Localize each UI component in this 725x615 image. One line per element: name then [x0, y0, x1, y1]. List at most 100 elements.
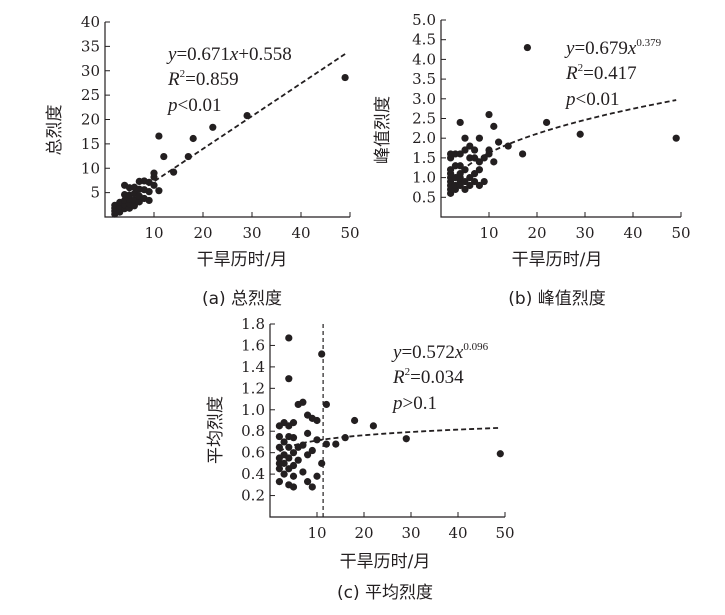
y-axis-label: 平均烈度: [206, 396, 226, 464]
y-tick-label: 2.0: [412, 129, 436, 147]
fit-equation: y=0.572x0.096: [391, 341, 489, 363]
y-tick-label: 3.0: [412, 90, 436, 108]
data-point: [318, 350, 326, 358]
data-point: [471, 154, 479, 162]
x-axis-label: 干旱历时/月: [197, 250, 288, 270]
y-tick-label: 1.0: [412, 169, 436, 187]
data-point: [275, 478, 283, 486]
x-tick-label: 10: [479, 224, 498, 242]
p-value: p<0.01: [564, 89, 619, 110]
y-tick-label: 0.5: [412, 188, 436, 206]
data-point: [402, 435, 410, 443]
data-point: [496, 450, 504, 458]
y-tick-label: 40: [81, 13, 100, 31]
x-axis-label: 干旱历时/月: [340, 552, 431, 572]
y-tick-label: 5: [90, 184, 100, 202]
y-axis-label: 总烈度: [45, 105, 65, 156]
fit-curve: [114, 53, 346, 209]
y-tick-label: 0.8: [241, 422, 265, 440]
x-tick-label: 50: [671, 224, 690, 242]
x-tick-label: 50: [495, 524, 514, 542]
x-tick-label: 20: [354, 524, 373, 542]
data-point: [313, 436, 321, 444]
data-point: [275, 432, 283, 441]
data-point: [285, 454, 293, 462]
y-tick-label: 4.0: [412, 50, 436, 68]
data-point: [461, 166, 469, 174]
data-point: [475, 134, 483, 142]
eq-y-symbol: y: [166, 44, 177, 65]
y-tick-label: 10: [81, 159, 100, 177]
panel-caption: (a) 总烈度: [202, 289, 282, 309]
y-tick-label: 0.6: [241, 444, 265, 462]
data-point: [480, 154, 488, 162]
data-point: [461, 134, 469, 142]
eq-coefficient: =0.671: [176, 44, 229, 65]
data-point: [543, 118, 551, 127]
p-value-number: <0.01: [576, 89, 620, 110]
data-point: [480, 177, 488, 186]
data-point: [485, 110, 493, 119]
x-tick-label: 40: [448, 524, 467, 542]
y-tick-label: 0.2: [241, 487, 265, 505]
data-point: [280, 459, 288, 467]
x-tick-label: 20: [527, 224, 546, 242]
data-point: [318, 459, 326, 467]
data-point: [289, 449, 298, 457]
data-point: [299, 398, 307, 406]
p-value-number: <0.01: [178, 95, 222, 116]
data-point: [351, 416, 359, 425]
panel-caption: (b) 峰值烈度: [508, 289, 605, 309]
y-tick-label: 0.4: [241, 465, 265, 483]
r2-symbol: R: [565, 63, 578, 84]
data-point: [504, 142, 512, 150]
y-tick-label: 20: [81, 111, 100, 129]
data-point: [322, 440, 330, 448]
x-tick-label: 50: [340, 224, 359, 242]
r2-symbol: R: [167, 69, 180, 90]
data-point: [466, 142, 474, 150]
chart-panel-c: 10 20 30 40 50 0.2 0.4 0.6 0.8 1.0 1.2 1.4 1.6 1.8 干旱历…: [206, 315, 515, 603]
data-point: [289, 472, 298, 480]
fit-curve: [278, 426, 501, 453]
r2-superscript: 2: [578, 62, 584, 74]
y-tick-label: 1.8: [241, 315, 265, 333]
data-point: [289, 434, 298, 442]
data-point: [130, 202, 138, 210]
p-symbol: p: [564, 89, 576, 110]
panel-caption: (c) 平均烈度: [337, 583, 433, 603]
data-point: [456, 170, 464, 178]
eq-coefficient: =0.572: [401, 342, 454, 363]
y-tick-label: 1.0: [241, 401, 265, 419]
data-point: [456, 162, 464, 170]
y-tick-label: 1.4: [241, 358, 265, 376]
data-point: [490, 158, 498, 166]
eq-x-symbol: x: [454, 342, 464, 363]
x-tick-label: 30: [242, 224, 261, 242]
r-squared: R2=0.859: [167, 68, 239, 90]
data-point: [523, 43, 532, 52]
x-tick-label: 20: [193, 224, 212, 242]
y-tick-label: 1.5: [412, 149, 436, 167]
y-tick-label: 15: [81, 135, 100, 153]
x-tick-label: 40: [291, 224, 310, 242]
x-tick-label: 30: [575, 224, 594, 242]
y-tick-label: 3.5: [412, 70, 436, 88]
data-point: [475, 181, 483, 190]
data-point: [369, 422, 377, 430]
data-point: [466, 174, 474, 182]
data-point: [299, 441, 307, 449]
data-point: [243, 112, 251, 120]
p-symbol: p: [166, 95, 178, 116]
data-point: [299, 468, 307, 476]
r2-value: =0.034: [410, 367, 464, 388]
data-point: [285, 334, 293, 342]
p-value-number: >0.1: [403, 393, 437, 414]
y-tick-label: 30: [81, 62, 100, 80]
data-point: [280, 470, 288, 478]
data-point: [184, 152, 192, 161]
fit-equation: y=0.679x0.379: [564, 37, 662, 59]
y-tick-label: 4.5: [412, 31, 436, 49]
